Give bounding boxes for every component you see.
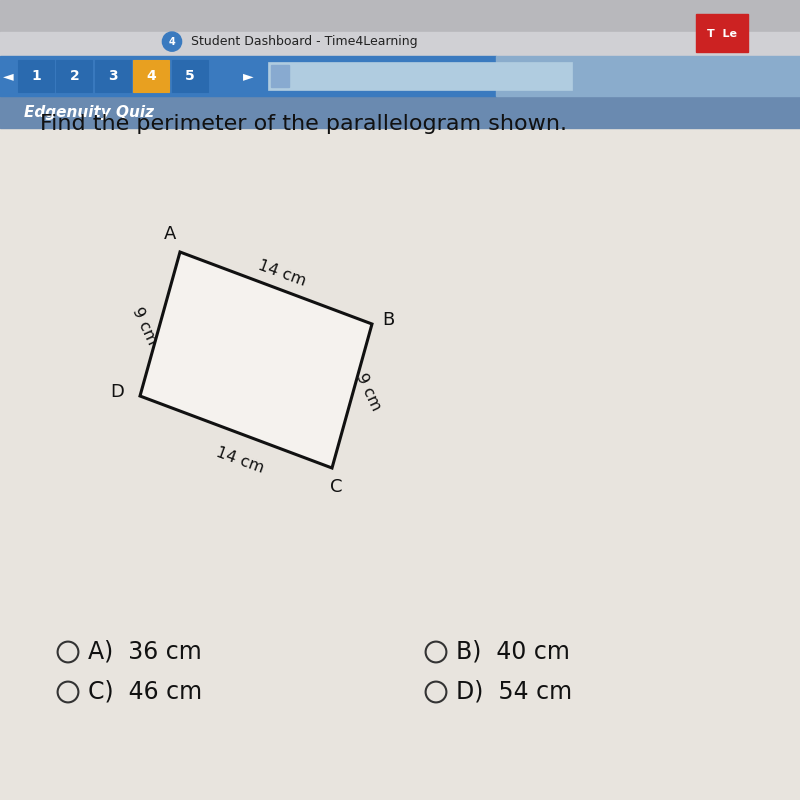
Text: 5: 5	[185, 69, 194, 83]
Bar	[496, 56, 800, 96]
Text: 14 cm: 14 cm	[214, 445, 266, 475]
Text: Edgenuity Quiz: Edgenuity Quiz	[24, 105, 154, 119]
Text: ►: ►	[242, 69, 254, 83]
Bar	[0, 96, 800, 128]
Bar	[268, 62, 572, 90]
Polygon shape	[140, 252, 372, 468]
Text: 2: 2	[70, 69, 79, 83]
Text: Student Dashboard - Time4Learning: Student Dashboard - Time4Learning	[190, 35, 418, 48]
Text: A: A	[164, 226, 177, 243]
Text: 4: 4	[146, 69, 156, 83]
Text: 9 cm: 9 cm	[129, 306, 159, 347]
Bar	[271, 65, 290, 87]
Text: T  Le: T Le	[707, 30, 738, 39]
Text: A)  36 cm: A) 36 cm	[88, 640, 202, 664]
Circle shape	[162, 32, 182, 51]
Text: 1: 1	[31, 69, 41, 83]
Bar	[18, 60, 54, 92]
Bar	[0, 32, 800, 56]
Text: D: D	[110, 383, 125, 401]
Text: ◄: ◄	[2, 69, 14, 83]
Text: 14 cm: 14 cm	[257, 258, 308, 289]
Text: 3: 3	[108, 69, 118, 83]
Bar	[696, 14, 748, 52]
Text: C)  46 cm: C) 46 cm	[88, 680, 202, 704]
Text: B: B	[382, 311, 394, 329]
Text: B)  40 cm: B) 40 cm	[456, 640, 570, 664]
Bar	[56, 60, 93, 92]
Bar	[0, 0, 800, 32]
Text: C: C	[330, 478, 342, 496]
Text: 4: 4	[169, 37, 175, 46]
Text: Find the perimeter of the parallelogram shown.: Find the perimeter of the parallelogram …	[40, 114, 567, 134]
Text: D)  54 cm: D) 54 cm	[456, 680, 572, 704]
Bar	[0, 56, 496, 96]
Bar	[95, 60, 131, 92]
Text: 9 cm: 9 cm	[353, 371, 383, 413]
Bar	[171, 60, 208, 92]
Bar	[134, 60, 170, 92]
